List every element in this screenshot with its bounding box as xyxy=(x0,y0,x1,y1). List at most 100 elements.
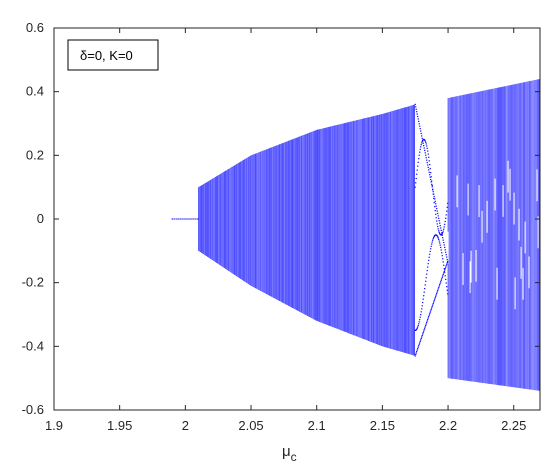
data-point-391 xyxy=(434,200,436,202)
data-point-471 xyxy=(444,249,446,251)
data-point-405 xyxy=(436,220,438,222)
data-point-319 xyxy=(425,157,427,159)
data-point-416 xyxy=(437,288,439,290)
data-point-299 xyxy=(423,145,425,147)
data-point-485 xyxy=(446,210,448,212)
data-point-470 xyxy=(444,271,446,273)
x-tick-label-5: 2.15 xyxy=(370,418,395,433)
data-point-372 xyxy=(432,304,434,306)
data-point-296 xyxy=(422,332,424,334)
data-point-479 xyxy=(445,254,447,256)
data-point-243 xyxy=(416,111,418,113)
x-tick-label-1: 1.95 xyxy=(107,418,132,433)
data-point-374 xyxy=(432,239,434,241)
data-point-400 xyxy=(435,294,437,296)
data-point-450 xyxy=(441,255,443,257)
data-point-313 xyxy=(424,140,426,142)
data-point-482 xyxy=(445,282,447,284)
data-point-324 xyxy=(426,321,428,324)
data-point-308 xyxy=(424,327,426,329)
data-point-473 xyxy=(444,220,446,223)
data-point-429 xyxy=(439,232,441,235)
data-point-329 xyxy=(426,147,428,149)
data-point-253 xyxy=(417,165,419,167)
data-point-459 xyxy=(443,241,445,244)
data-point-270 xyxy=(419,319,421,321)
data-point-408 xyxy=(436,291,438,293)
data-point-349 xyxy=(429,164,431,166)
data-point-260 xyxy=(418,345,420,347)
data-point-363 xyxy=(431,183,433,185)
data-point-244 xyxy=(416,350,418,353)
data-point-410 xyxy=(436,235,438,237)
legend-frame xyxy=(67,39,159,71)
data-point-333 xyxy=(427,150,429,152)
y-tick-label-6: -0.6 xyxy=(22,402,44,417)
data-point-373 xyxy=(432,189,434,191)
data-point-462 xyxy=(443,264,445,266)
data-point-255 xyxy=(417,118,419,120)
x-tick-label-0: 1.9 xyxy=(45,418,63,433)
data-point-378 xyxy=(432,238,434,240)
data-point-448 xyxy=(441,276,443,278)
data-point-436 xyxy=(440,281,442,283)
data-point-386 xyxy=(433,235,435,237)
data-point-407 xyxy=(436,210,438,212)
data-point-258 xyxy=(417,324,419,327)
data-point-414 xyxy=(437,236,439,238)
data-point-345 xyxy=(428,160,430,162)
data-point-251 xyxy=(417,115,419,118)
data-point-430 xyxy=(439,242,441,244)
data-point-2 xyxy=(175,218,177,220)
y-tick-label-4: -0.2 xyxy=(22,275,44,290)
data-point-401 xyxy=(435,217,437,219)
data-point-492 xyxy=(447,260,449,262)
data-point-351 xyxy=(429,176,431,178)
data-point-475 xyxy=(445,251,447,253)
data-point-334 xyxy=(427,266,429,268)
data-point-340 xyxy=(428,316,430,318)
data-point-256 xyxy=(417,346,419,348)
data-point-288 xyxy=(421,334,423,337)
data-point-371 xyxy=(432,188,434,190)
legend-text: δ=0, K=0 xyxy=(80,48,133,63)
data-point-370 xyxy=(431,241,433,243)
data-point-306 xyxy=(423,291,425,293)
data-point-379 xyxy=(433,193,435,195)
data-point-231 xyxy=(414,103,416,105)
data-point-418 xyxy=(437,237,439,239)
data-point-310 xyxy=(424,287,426,290)
data-point-273 xyxy=(419,148,421,150)
data-point-1 xyxy=(173,218,175,220)
legend-box: δ=0, K=0 xyxy=(67,39,159,71)
data-point-476 xyxy=(445,266,447,268)
data-point-285 xyxy=(421,142,423,144)
data-point-380 xyxy=(433,301,435,303)
data-point-427 xyxy=(439,222,441,224)
data-point-323 xyxy=(426,159,428,161)
data-point-456 xyxy=(442,273,444,276)
data-point-247 xyxy=(416,113,418,115)
data-point-419 xyxy=(438,217,440,219)
data-point-279 xyxy=(420,132,422,135)
data-point-348 xyxy=(429,313,431,315)
data-point-316 xyxy=(425,324,427,326)
data-point-317 xyxy=(425,141,427,143)
data-point-466 xyxy=(443,268,445,270)
data-point-423 xyxy=(438,220,440,222)
data-point-488 xyxy=(446,262,448,264)
data-point-359 xyxy=(430,181,432,183)
data-point-232 xyxy=(414,355,416,357)
data-point-480 xyxy=(445,265,447,267)
data-point-268 xyxy=(419,342,421,344)
x-tick-label-4: 2.1 xyxy=(308,418,326,433)
data-point-357 xyxy=(430,172,432,174)
data-point-457 xyxy=(442,230,444,232)
data-point-452 xyxy=(442,275,444,277)
x-axis-label-main: μ xyxy=(282,443,291,460)
data-point-432 xyxy=(439,282,441,284)
data-point-451 xyxy=(442,237,444,239)
data-point-343 xyxy=(428,171,430,173)
data-point-346 xyxy=(428,256,430,258)
